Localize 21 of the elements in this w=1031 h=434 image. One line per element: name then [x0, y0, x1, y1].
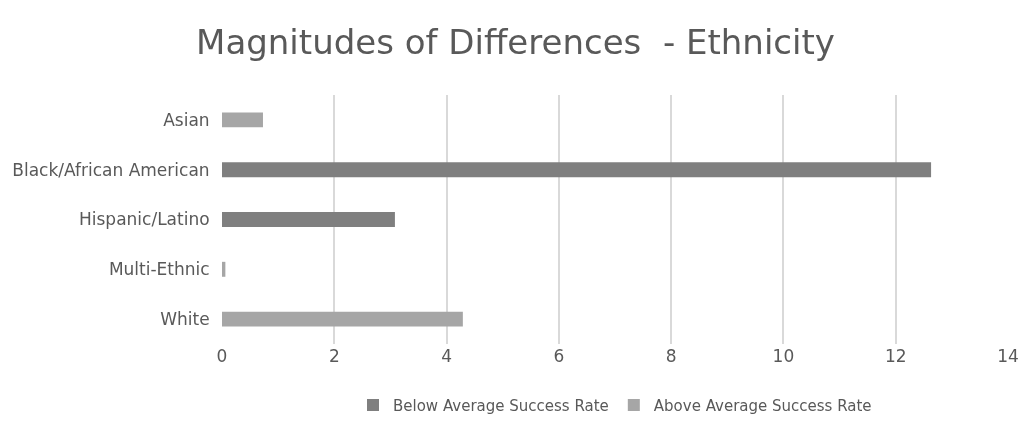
chart-title: Magnitudes of Differences - Ethnicity	[196, 22, 835, 63]
legend-label: Above Average Success Rate	[653, 396, 872, 415]
legend-label: Below Average Success Rate	[393, 396, 609, 415]
y-tick-label: Black/African American	[12, 159, 210, 180]
x-tick-label: 12	[884, 346, 907, 366]
x-tick-label: 2	[328, 346, 340, 366]
y-tick-label: White	[160, 309, 210, 330]
x-tick-label: 10	[772, 346, 795, 366]
y-tick-label: Asian	[163, 109, 210, 130]
bar	[222, 112, 263, 128]
bar	[222, 261, 226, 277]
y-tick-label: Multi-Ethnic	[108, 259, 210, 280]
x-tick-label: 8	[665, 346, 677, 366]
x-tick-label: 14	[997, 346, 1019, 366]
bar	[222, 162, 932, 178]
bar	[222, 212, 395, 227]
x-tick-label: 4	[441, 346, 452, 366]
y-tick-label: Hispanic/Latino	[78, 209, 210, 230]
x-tick-label: 0	[216, 346, 228, 366]
bar	[222, 311, 463, 327]
x-tick-label: 6	[553, 346, 565, 366]
